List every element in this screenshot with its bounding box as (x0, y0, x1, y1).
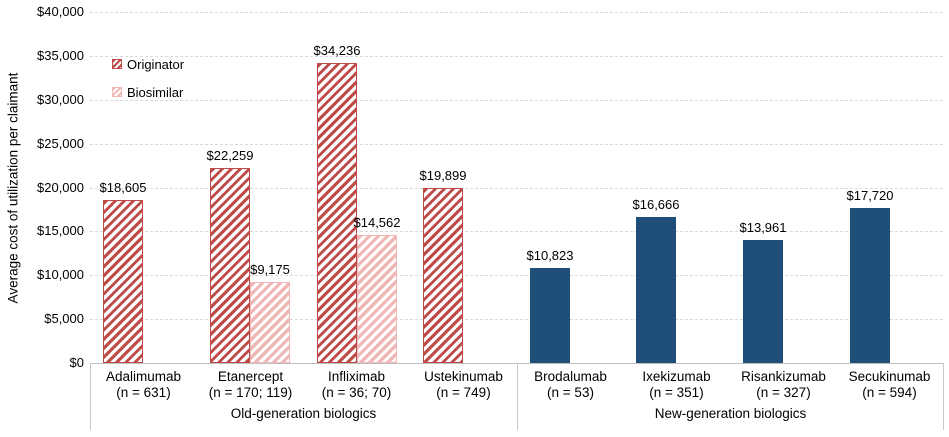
bar-infliximab-originator (317, 63, 357, 363)
y-tick-label: $20,000 (37, 180, 84, 195)
category-group-divider (90, 363, 91, 430)
category-label: Ustekinumab (n = 749) (410, 369, 517, 401)
y-tick-label: $40,000 (37, 4, 84, 19)
category-name: Ustekinumab (424, 369, 503, 384)
y-tick-label: $25,000 (37, 136, 84, 151)
bar-value-label: $22,259 (206, 148, 254, 163)
category-label: Ixekizumab (n = 351) (623, 369, 730, 401)
bar-infliximab-biosimilar (357, 235, 397, 363)
y-tick-label: $5,000 (44, 311, 84, 326)
category-label: Infliximab (n = 36; 70) (303, 369, 410, 401)
category-sample-size: (n = 327) (756, 385, 811, 400)
category-name: Infliximab (327, 369, 386, 384)
bar-value-label: $13,961 (739, 220, 787, 235)
category-sample-size: (n = 36; 70) (321, 385, 392, 400)
gridline (90, 231, 943, 232)
category-label: Risankizumab (n = 327) (730, 369, 837, 401)
gridline (90, 12, 943, 13)
category-label: Adalimumab (n = 631) (90, 369, 197, 401)
gridline (90, 100, 943, 101)
category-label: Etanercept (n = 170; 119) (197, 369, 304, 401)
gridline (90, 319, 943, 320)
legend-swatch-biosimilar-icon (112, 87, 122, 97)
category-name: Ixekizumab (642, 369, 711, 384)
bar-value-label: $9,175 (250, 262, 290, 277)
bar-risankizumab-new-generation (743, 240, 783, 363)
bar-secukinumab-new-generation (850, 208, 890, 363)
bar-etanercept-biosimilar (250, 282, 290, 363)
bar-value-label: $10,823 (526, 248, 574, 263)
y-tick-label: $10,000 (37, 267, 84, 282)
y-tick-label: $0 (69, 355, 84, 370)
category-sample-size: (n = 594) (862, 385, 917, 400)
category-sample-size: (n = 749) (436, 385, 491, 400)
gridline (90, 144, 943, 145)
x-axis-line (90, 363, 943, 364)
category-name: Etanercept (217, 369, 284, 384)
group-label: Old-generation biologics (230, 406, 377, 421)
y-tick-label: $15,000 (37, 223, 84, 238)
legend-swatch-originator-icon (112, 59, 122, 69)
legend-item-originator: Originator (112, 50, 184, 78)
category-sample-size: (n = 351) (649, 385, 704, 400)
category-name: Secukinumab (848, 369, 931, 384)
bar-value-label: $18,605 (99, 180, 147, 195)
gridline (90, 275, 943, 276)
category-group-divider (943, 363, 944, 430)
y-tick-label: $30,000 (37, 92, 84, 107)
gridline (90, 188, 943, 189)
bar-etanercept-originator (210, 168, 250, 363)
bar-value-label: $17,720 (846, 188, 894, 203)
category-name: Risankizumab (741, 369, 826, 384)
group-label: New-generation biologics (654, 406, 807, 421)
bar-value-label: $19,899 (419, 168, 467, 183)
bar-ixekizumab-new-generation (636, 217, 676, 363)
category-name: Adalimumab (105, 369, 182, 384)
legend-item-biosimilar: Biosimilar (112, 78, 184, 106)
category-name: Brodalumab (534, 369, 607, 384)
legend: Originator Biosimilar (112, 50, 184, 106)
category-group-divider (517, 363, 518, 430)
category-label: Secukinumab (n = 594) (836, 369, 943, 401)
bar-value-label: $14,562 (353, 215, 401, 230)
gridline (90, 56, 943, 57)
legend-label: Originator (127, 56, 185, 72)
legend-label: Biosimilar (127, 84, 184, 100)
bar-brodalumab-new-generation (530, 268, 570, 363)
category-sample-size: (n = 631) (116, 385, 171, 400)
bar-value-label: $16,666 (632, 197, 680, 212)
bar-ustekinumab-originator (423, 188, 463, 363)
category-sample-size: (n = 53) (547, 385, 594, 400)
bar-adalimumab-originator (103, 200, 143, 363)
bar-value-label: $34,236 (313, 43, 361, 58)
category-label: Brodalumab (n = 53) (517, 369, 624, 401)
y-tick-label: $35,000 (37, 48, 84, 63)
category-sample-size: (n = 170; 119) (208, 385, 293, 400)
